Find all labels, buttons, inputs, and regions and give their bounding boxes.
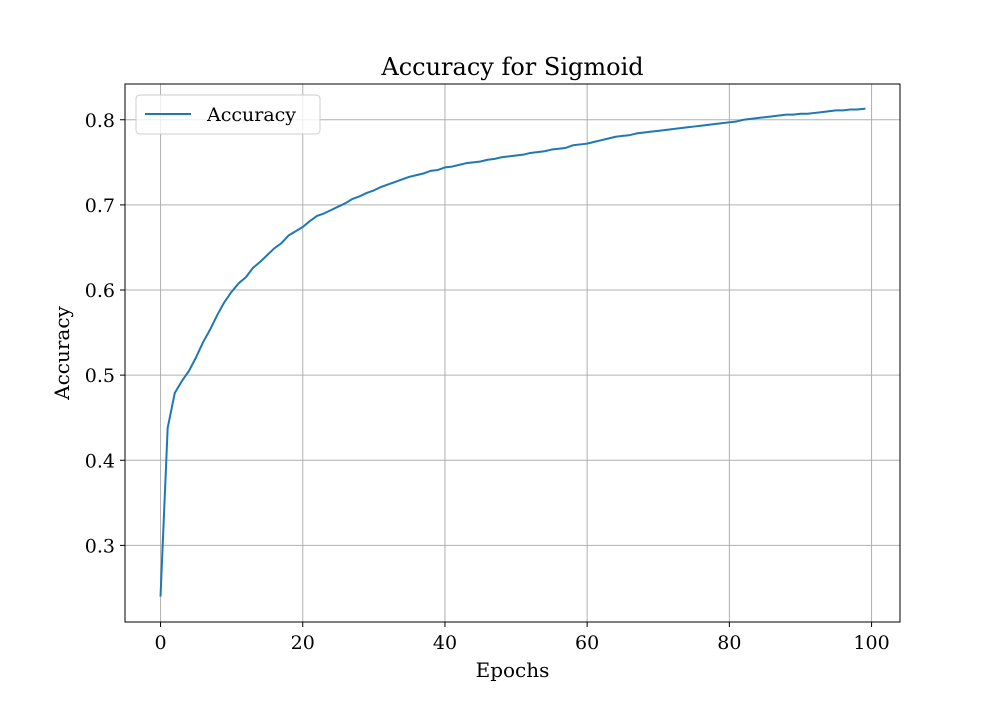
series-line-accuracy: [159, 107, 866, 597]
y-tick-label: 0.4: [85, 450, 115, 472]
y-tick-label: 0.8: [85, 110, 115, 132]
x-tick-label: 20: [291, 632, 315, 654]
y-axis-ticks: 0.3 0.4 0.5 0.6 0.7 0.8: [85, 110, 125, 557]
y-tick-label: 0.5: [85, 365, 115, 387]
x-tick-label: 60: [575, 632, 599, 654]
y-tick-label: 0.3: [85, 535, 115, 557]
y-axis-label: Accuracy: [50, 305, 74, 400]
legend: Accuracy: [135, 94, 321, 135]
x-tick-label: 100: [853, 632, 889, 654]
x-axis-label: Epochs: [476, 658, 550, 682]
chart-title: Accuracy for Sigmoid: [380, 53, 643, 81]
plot-frame: [124, 83, 901, 623]
y-tick-label: 0.6: [85, 280, 115, 302]
x-tick-label: 0: [155, 632, 167, 654]
legend-label: Accuracy: [206, 104, 296, 126]
grid-layer: [125, 84, 900, 622]
series-layer: [159, 107, 866, 597]
x-axis-ticks: 0 20 40 60 80 100: [155, 622, 890, 654]
x-tick-label: 40: [433, 632, 457, 654]
x-tick-label: 80: [717, 632, 741, 654]
legend-box: [135, 94, 321, 135]
y-tick-label: 0.7: [85, 195, 115, 217]
